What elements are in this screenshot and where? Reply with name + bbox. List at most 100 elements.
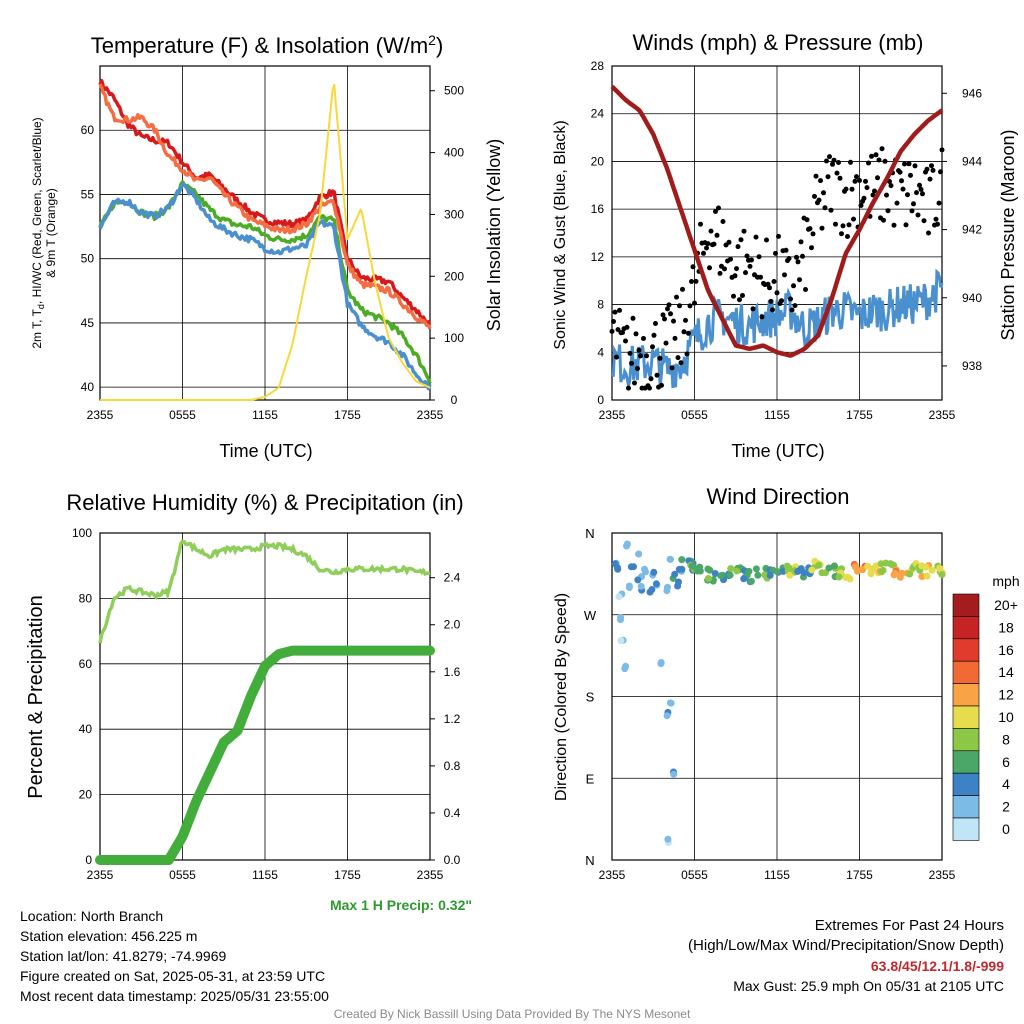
winds-ytick-label: 20 [591, 154, 605, 168]
legend-label: 6 [1002, 754, 1010, 770]
gust-point [854, 174, 859, 180]
gust-point [692, 300, 697, 306]
gust-point [852, 178, 858, 184]
gust-point [812, 193, 817, 199]
direction-point [786, 571, 794, 579]
direction-point [740, 575, 748, 583]
recent-timestamp: Most recent data timestamp: 2025/05/31 2… [20, 988, 329, 1004]
direction-ytick-label: W [584, 608, 597, 623]
direction-point [867, 570, 875, 578]
temperature-ylabel-left: 2m T, Td, HI/WC (Red, Green, Scarlet/Blu… [30, 117, 46, 348]
gust-point [792, 303, 798, 309]
gust-point [804, 217, 810, 223]
gust-point [864, 185, 870, 191]
gust-point [909, 208, 915, 214]
station-info: Location: North Branch Station elevation… [20, 906, 329, 1006]
legend-label: 20+ [994, 597, 1018, 613]
humidity-xtick-label: 1755 [334, 868, 361, 882]
gust-point [933, 216, 939, 222]
gust-point [615, 327, 621, 333]
direction-ytick-label: N [585, 526, 594, 541]
temperature-chart-title: Temperature (F) & Insolation (W/m2) [91, 32, 444, 58]
gust-point [629, 360, 634, 366]
gust-point [837, 175, 843, 181]
legend-label: 0 [1002, 821, 1010, 837]
gust-point [767, 285, 772, 291]
gust-point [917, 182, 922, 188]
direction-point [766, 571, 774, 579]
legend-label: 18 [998, 619, 1014, 635]
temperature-xtick-label: 1155 [252, 408, 278, 422]
gust-point [630, 315, 636, 321]
gust-point [735, 244, 741, 250]
gust-point [771, 279, 777, 284]
gust-point [903, 222, 909, 228]
gust-point [684, 351, 690, 357]
gust-point [789, 307, 795, 313]
gust-point [660, 312, 666, 318]
gust-point [740, 293, 745, 298]
gust-point [741, 228, 747, 234]
gust-point [701, 250, 706, 256]
precip-line [95, 645, 435, 865]
direction-xtick-label: 2355 [929, 868, 956, 882]
winds-ytick-label: 24 [591, 107, 605, 121]
gust-point [743, 270, 748, 276]
humidity-ytick-label: 60 [79, 657, 93, 671]
max-precip-annotation: Max 1 H Precip: 0.32" [330, 897, 472, 913]
temperature-series-line-0 [98, 78, 432, 327]
gust-point [843, 186, 849, 192]
precip-ytick-label: 0.0 [444, 853, 461, 867]
gust-point [938, 169, 943, 175]
humidity-panel: Relative Humidity (%) & Precipitation (i… [25, 490, 472, 913]
direction-point [794, 567, 802, 575]
gust-point [650, 344, 655, 350]
gust-point [686, 330, 691, 336]
temperature-xtick-label: 1755 [334, 408, 361, 422]
legend-label: 2 [1002, 799, 1010, 815]
gust-point [756, 254, 762, 260]
insolation-ytick-label: 200 [444, 269, 464, 283]
direction-point [637, 582, 645, 590]
direction-point [851, 563, 859, 571]
gust-point [828, 207, 834, 213]
gust-point [678, 360, 684, 366]
gust-point [902, 161, 907, 167]
direction-point [923, 572, 931, 580]
temperature-xtick-label: 2355 [417, 408, 444, 422]
direction-point [670, 770, 678, 778]
direction-ytick-label: S [586, 690, 595, 705]
direction-point [922, 563, 930, 571]
gust-point [920, 191, 925, 197]
direction-point [825, 564, 833, 572]
gust-point [939, 147, 945, 153]
winds-ytick-label: 16 [591, 202, 605, 216]
gust-point [794, 254, 799, 260]
legend-label: 16 [998, 642, 1014, 658]
direction-point [615, 593, 623, 601]
gust-point [662, 316, 667, 322]
gust-point [683, 317, 688, 323]
pressure-ytick-label: 946 [962, 86, 982, 100]
gust-point [647, 385, 652, 391]
gust-point [641, 336, 646, 341]
direction-point [733, 567, 741, 575]
humidity-line [98, 539, 431, 644]
direction-xtick-label: 2355 [599, 868, 626, 882]
winds-ytick-label: 0 [597, 393, 604, 407]
direction-ytick-label: N [585, 853, 594, 868]
station-latlon: Station lat/lon: 41.8279; -74.9969 [20, 948, 227, 964]
direction-ylabel-left: Direction (Colored By Speed) [553, 593, 570, 801]
gust-point [764, 237, 769, 243]
gust-point [863, 178, 868, 184]
gust-point [861, 195, 867, 201]
direction-point [627, 563, 635, 571]
temperature-series-line-3 [98, 182, 432, 391]
temperature-xlabel: Time (UTC) [219, 441, 312, 461]
gust-point [926, 230, 931, 236]
extremes-subtitle: (High/Low/Max Wind/Precipitation/Snow De… [688, 937, 1004, 954]
gust-point [633, 331, 639, 337]
gust-point [834, 170, 840, 176]
gust-point [897, 169, 903, 175]
legend-swatch [952, 750, 980, 774]
